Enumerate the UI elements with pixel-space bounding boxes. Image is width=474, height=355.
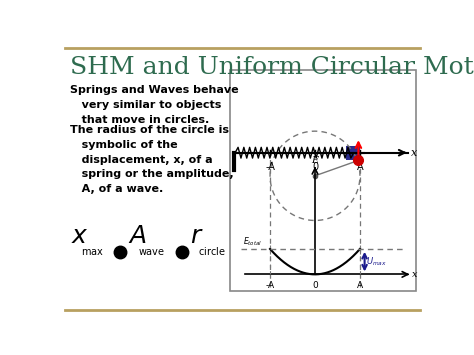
Text: E: E: [311, 156, 319, 165]
Text: A: A: [356, 162, 363, 172]
Text: $\mathregular{circle}$: $\mathregular{circle}$: [198, 245, 226, 257]
Text: -A: -A: [265, 280, 274, 290]
Text: $A$: $A$: [128, 225, 147, 248]
Text: $U_{max}$: $U_{max}$: [366, 255, 387, 268]
Text: x: x: [412, 270, 418, 279]
Text: A: A: [357, 280, 363, 290]
Text: $\mathregular{max}$: $\mathregular{max}$: [81, 247, 104, 257]
FancyBboxPatch shape: [230, 70, 416, 291]
Text: -A: -A: [265, 162, 275, 172]
Text: SHM and Uniform Circular Motion: SHM and Uniform Circular Motion: [70, 56, 474, 79]
Text: $r$: $r$: [190, 225, 204, 248]
Bar: [346, 146, 360, 160]
Text: 0: 0: [312, 162, 318, 172]
Text: $\mathregular{wave}$: $\mathregular{wave}$: [137, 247, 165, 257]
Text: $E_{total}$: $E_{total}$: [243, 236, 262, 248]
Text: 0: 0: [312, 281, 318, 290]
Text: $x$: $x$: [71, 225, 89, 248]
Text: x: x: [411, 148, 417, 158]
Text: The radius of the circle is
   symbolic of the
   displacement, x, of a
   sprin: The radius of the circle is symbolic of …: [70, 125, 234, 194]
Text: Springs and Waves behave
   very similar to objects
   that move in circles.: Springs and Waves behave very similar to…: [70, 85, 239, 125]
